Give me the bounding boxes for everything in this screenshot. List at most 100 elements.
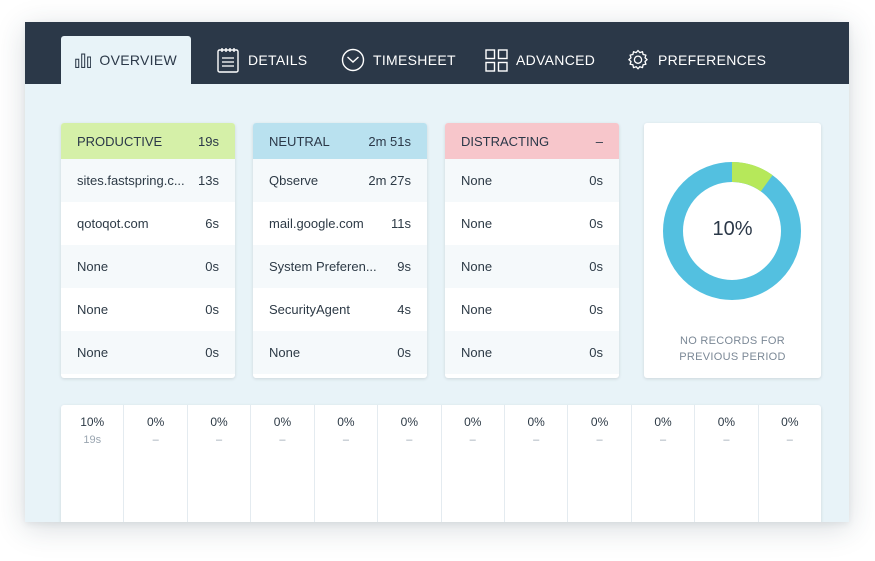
hour-column[interactable]: 0% – xyxy=(695,405,759,522)
list-item[interactable]: None 0s xyxy=(445,288,619,331)
app-time: 0s xyxy=(397,345,411,360)
hour-column[interactable]: 0% – xyxy=(632,405,696,522)
app-name: mail.google.com xyxy=(269,216,364,231)
app-time: 0s xyxy=(205,345,219,360)
list-item[interactable]: mail.google.com 11s xyxy=(253,202,427,245)
top-nav-bar: OVERVIEW DETAILS TIMESHEET xyxy=(25,22,849,84)
app-time: 6s xyxy=(205,216,219,231)
list-item[interactable]: None 0s xyxy=(445,245,619,288)
tab-advanced[interactable]: ADVANCED xyxy=(485,36,595,84)
hour-duration: – xyxy=(786,434,793,446)
app-time: 13s xyxy=(198,173,219,188)
productivity-donut xyxy=(663,162,801,300)
app-time: 0s xyxy=(205,259,219,274)
list-item[interactable]: None 0s xyxy=(61,288,235,331)
bar-chart-icon xyxy=(75,53,92,68)
app-name: qotoqot.com xyxy=(77,216,149,231)
hour-percent: 0% xyxy=(400,415,418,429)
hour-duration: – xyxy=(215,434,223,446)
tab-preferences-label: PREFERENCES xyxy=(658,52,767,68)
hour-column[interactable]: 0% – xyxy=(505,405,569,522)
hour-duration: – xyxy=(596,434,603,446)
hour-percent: 0% xyxy=(781,415,799,429)
productivity-percent: 10% xyxy=(712,218,753,240)
productive-total: 19s xyxy=(198,133,219,149)
hour-duration: – xyxy=(279,434,286,446)
hour-column[interactable]: 0% – xyxy=(315,405,379,522)
app-time: 0s xyxy=(589,173,603,188)
hour-column[interactable]: 0% – xyxy=(759,405,821,522)
gear-icon xyxy=(628,49,648,70)
neutral-card: NEUTRAL 2m 51s Qbserve 2m 27s mail.google… xyxy=(253,123,427,378)
tab-timesheet-label: TIMESHEET xyxy=(373,52,456,68)
hour-duration: 19s xyxy=(83,434,102,446)
neutral-header: NEUTRAL 2m 51s xyxy=(253,123,427,159)
list-item[interactable]: None 0s xyxy=(61,331,235,374)
hour-percent: 0% xyxy=(654,415,672,429)
distracting-header: DISTRACTING – xyxy=(445,123,619,159)
tab-advanced-label: ADVANCED xyxy=(516,52,596,68)
hour-column[interactable]: 0% – xyxy=(442,405,505,522)
hour-percent: 0% xyxy=(273,415,292,429)
hour-duration: – xyxy=(533,434,540,446)
hour-duration: – xyxy=(469,434,476,446)
list-item[interactable]: Qbserve 2m 27s xyxy=(253,159,427,202)
list-item[interactable]: qotoqot.com 6s xyxy=(61,202,235,245)
hour-column[interactable]: 0% – xyxy=(251,405,315,522)
app-name: SecurityAgent xyxy=(269,302,350,317)
hour-column[interactable]: 10% 19s xyxy=(61,405,125,522)
tab-overview[interactable]: OVERVIEW xyxy=(61,36,191,84)
grid-icon xyxy=(485,48,508,72)
list-item[interactable]: None 0s xyxy=(445,331,619,374)
hour-duration: – xyxy=(406,434,413,446)
app-time: 11s xyxy=(391,216,411,231)
productive-header: PRODUCTIVE 19s xyxy=(61,123,235,159)
list-item[interactable]: sites.fastspring.c... 13s xyxy=(61,159,235,202)
list-item[interactable]: SecurityAgent 4s xyxy=(253,288,427,331)
hour-percent: 10% xyxy=(80,415,105,429)
tab-details[interactable]: DETAILS xyxy=(216,36,307,84)
list-item[interactable]: None 0s xyxy=(445,159,619,202)
hour-percent: 0% xyxy=(210,415,228,429)
app-name: Qbserve xyxy=(269,173,319,188)
tab-overview-label: OVERVIEW xyxy=(99,52,177,68)
app-name: None xyxy=(77,259,109,274)
hour-percent: 0% xyxy=(527,415,545,429)
hour-percent: 0% xyxy=(464,415,482,429)
app-name: None xyxy=(461,259,493,274)
app-time: 0s xyxy=(589,216,603,231)
hour-percent: 0% xyxy=(717,415,736,429)
app-name: None xyxy=(461,302,493,317)
hour-column[interactable]: 0% – xyxy=(378,405,442,522)
distracting-title: DISTRACTING xyxy=(461,133,550,149)
hour-column[interactable]: 0% – xyxy=(124,405,188,522)
app-name: None xyxy=(77,345,109,360)
list-item[interactable]: None 0s xyxy=(253,331,427,374)
list-item[interactable]: None 0s xyxy=(445,202,619,245)
app-name: None xyxy=(461,173,493,188)
note-line-2: PREVIOUS PERIOD xyxy=(679,351,786,363)
tab-timesheet[interactable]: TIMESHEET xyxy=(341,36,456,84)
list-item[interactable]: None 0s xyxy=(61,245,235,288)
hour-column[interactable]: 0% – xyxy=(188,405,252,522)
distracting-card: DISTRACTING – None 0s None 0s None 0s None 0… xyxy=(445,123,619,378)
hour-duration: – xyxy=(152,434,159,446)
app-time: 0s xyxy=(205,302,219,317)
hour-duration: – xyxy=(723,434,730,446)
notepad-icon xyxy=(217,48,239,73)
hour-column[interactable]: 0% – xyxy=(568,405,632,522)
app-name: None xyxy=(461,216,493,231)
hour-duration: – xyxy=(659,434,667,446)
app-name: None xyxy=(269,345,301,360)
clock-icon xyxy=(341,48,365,72)
distracting-total: – xyxy=(595,133,603,149)
neutral-title: NEUTRAL xyxy=(269,133,330,149)
note-line-1: NO RECORDS FOR xyxy=(679,335,786,347)
productivity-summary-card: 10% NO RECORDS FOR PREVIOUS PERIOD xyxy=(644,123,821,378)
app-time: 4s xyxy=(397,302,411,317)
tab-details-label: DETAILS xyxy=(248,52,308,68)
tab-preferences[interactable]: PREFERENCES xyxy=(626,36,766,84)
hour-percent: 0% xyxy=(590,415,609,429)
list-item[interactable]: System Preferen... 9s xyxy=(253,245,427,288)
previous-period-note: NO RECORDS FOR PREVIOUS PERIOD xyxy=(644,333,821,365)
